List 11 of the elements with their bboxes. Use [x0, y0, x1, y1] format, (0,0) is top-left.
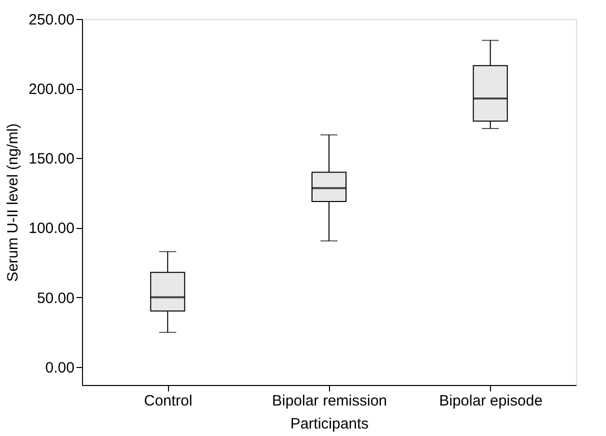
y-axis-title: Serum U-II level (ng/ml) — [4, 123, 22, 282]
x-tick-label: Bipolar episode — [439, 392, 543, 410]
x-axis-title: Participants — [290, 416, 369, 432]
y-tick-label: 200.00 — [28, 81, 74, 98]
y-tick-label: 100.00 — [28, 220, 74, 238]
x-tick-label: Bipolar remission — [272, 392, 388, 410]
y-tick-label: 250.00 — [28, 12, 74, 28]
x-tick-label: Control — [144, 392, 192, 410]
y-tick-label: 50.00 — [36, 290, 74, 307]
y-tick-label: 0.00 — [45, 359, 74, 376]
y-tick-label: 150.00 — [28, 150, 74, 168]
